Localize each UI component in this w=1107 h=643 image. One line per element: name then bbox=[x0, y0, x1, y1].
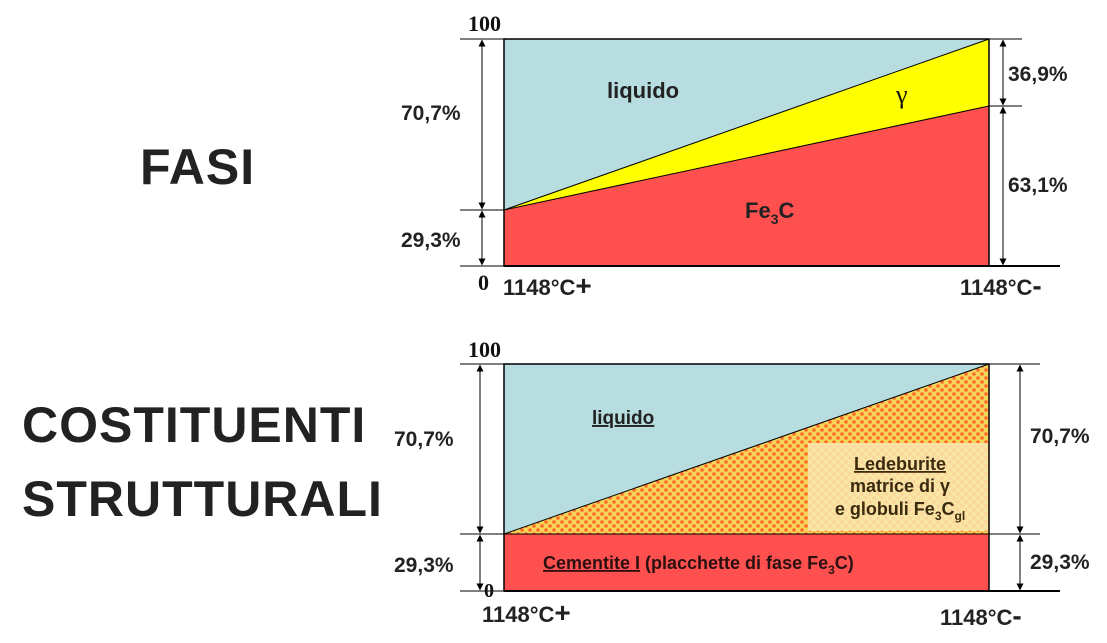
fasi-label-liquido: liquido bbox=[607, 78, 679, 103]
cost-x-right: 1148°C- bbox=[940, 600, 1022, 631]
cost-y-bottom: 0 bbox=[484, 580, 494, 602]
cost-label-ledeburite: Ledeburite bbox=[854, 454, 946, 474]
cost-ledeburite-label-bg bbox=[808, 443, 988, 531]
fasi-right-upper-pct: 36,9% bbox=[1008, 63, 1068, 86]
fasi-diagram: 100 0 1148°C+ 1148°C- 70,7% 29,3% 36,9% … bbox=[401, 11, 1068, 301]
title-costituenti: COSTITUENTI bbox=[22, 397, 367, 453]
fasi-left-upper-pct: 70,7% bbox=[401, 102, 461, 125]
cost-x-left: 1148°C+ bbox=[482, 597, 571, 628]
cost-left-lower-pct: 29,3% bbox=[394, 554, 454, 577]
fasi-x-left: 1148°C+ bbox=[503, 270, 592, 301]
fasi-left-lower-pct: 29,3% bbox=[401, 229, 461, 252]
fasi-right-lower-pct: 63,1% bbox=[1008, 174, 1068, 197]
title-strutturali: STRUTTURALI bbox=[22, 471, 383, 527]
title-fasi: FASI bbox=[140, 139, 256, 195]
costituenti-diagram: 100 0 1148°C+ 1148°C- 70,7% 29,3% 70,7% … bbox=[394, 337, 1090, 631]
cost-label-cementite: Cementite I (placchette di fase Fe3C) bbox=[543, 553, 854, 577]
fasi-label-fe3c: Fe3C bbox=[745, 198, 794, 227]
cost-label-globuli: e globuli Fe3Cgl bbox=[835, 499, 965, 523]
fasi-y-bottom: 0 bbox=[478, 270, 489, 295]
fasi-x-right: 1148°C- bbox=[960, 270, 1042, 301]
cost-left-upper-pct: 70,7% bbox=[394, 428, 454, 451]
fasi-label-gamma: γ bbox=[895, 80, 908, 109]
cost-cementite-region bbox=[504, 534, 989, 591]
cost-right-upper-pct: 70,7% bbox=[1030, 425, 1090, 448]
fasi-fe3c-region bbox=[504, 106, 989, 266]
cost-label-liquido: liquido bbox=[592, 408, 654, 429]
cost-right-lower-pct: 29,3% bbox=[1030, 551, 1090, 574]
cost-y-top: 100 bbox=[468, 337, 501, 362]
cost-label-matrice: matrice di γ bbox=[850, 476, 950, 496]
fasi-y-top: 100 bbox=[468, 11, 501, 36]
